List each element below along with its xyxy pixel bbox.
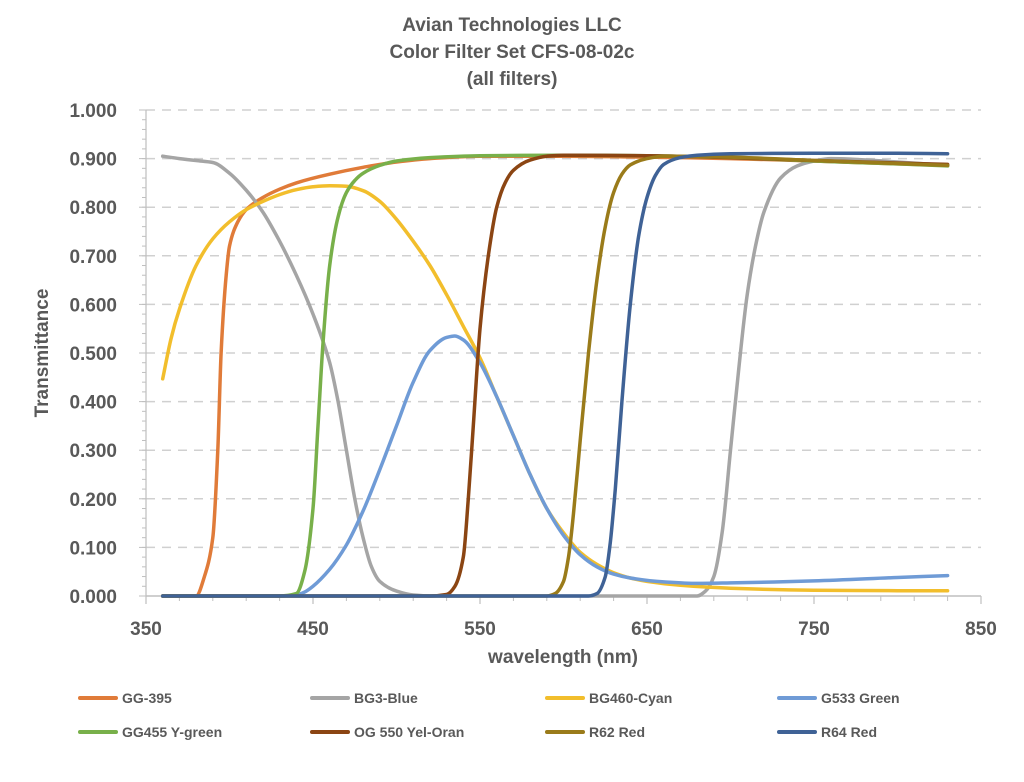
y-tick-label: 1.000: [69, 101, 117, 122]
legend-label: GG455 Y-green: [122, 724, 223, 740]
legend-swatch: [78, 696, 118, 700]
legend-swatch: [78, 730, 118, 734]
y-tick-label: 0.500: [69, 344, 117, 365]
legend-label: GG-395: [122, 690, 172, 706]
legend-label: BG460-Cyan: [589, 690, 673, 706]
x-tick-label: 750: [798, 619, 830, 640]
series-line-r62-red[interactable]: [160, 154, 950, 598]
y-tick-label: 0.600: [69, 295, 117, 316]
series-line-bg3-blue[interactable]: [160, 154, 950, 598]
series-line-og-550-yel-oran[interactable]: [160, 153, 950, 598]
legend-item-r64-red[interactable]: R64 Red: [777, 724, 877, 740]
y-axis-label: Transmittance: [32, 289, 53, 418]
legend-item-og550-yel-oran[interactable]: OG 550 Yel-Oran: [310, 724, 464, 740]
legend-swatch: [545, 730, 585, 734]
y-tick-label: 0.700: [69, 247, 117, 268]
y-tick-label: 0.000: [69, 587, 117, 608]
x-tick-label: 650: [631, 619, 663, 640]
legend-item-g533-green[interactable]: G533 Green: [777, 690, 900, 706]
gridlines: [146, 109, 981, 549]
legend-swatch: [777, 696, 817, 700]
y-tick-label: 0.200: [69, 490, 117, 511]
y-tick-label: 0.400: [69, 393, 117, 414]
x-tick-label: 350: [130, 619, 162, 640]
y-tick-label: 0.100: [69, 538, 117, 559]
y-tick-label: 0.800: [69, 198, 117, 219]
legend-swatch: [310, 696, 350, 700]
series-line-gg455-y-green[interactable]: [160, 153, 950, 598]
series-lines: [160, 151, 950, 598]
series-line-r64-red[interactable]: [160, 151, 950, 598]
legend-item-gg455-y-green[interactable]: GG455 Y-green: [78, 724, 222, 740]
legend-label: OG 550 Yel-Oran: [354, 724, 465, 740]
chart-title-line-2: Color Filter Set CFS-08-02c: [389, 42, 635, 63]
legend-swatch: [310, 730, 350, 734]
x-tick-label: 550: [464, 619, 496, 640]
legend-label: R62 Red: [589, 724, 646, 740]
legend-item-bg3-blue[interactable]: BG3-Blue: [310, 690, 418, 706]
x-tick-label: 850: [965, 619, 997, 640]
chart-title-line-1: Avian Technologies LLC: [402, 15, 622, 36]
legend-swatch: [777, 730, 817, 734]
y-tick-label: 0.300: [69, 441, 117, 462]
chart-title: Avian Technologies LLC Color Filter Set …: [0, 12, 1024, 93]
x-axis-label: wavelength (nm): [487, 647, 638, 668]
series-line-g533-green[interactable]: [160, 334, 950, 598]
y-tick-label: 0.900: [69, 150, 117, 171]
series-line-gg-395[interactable]: [160, 154, 950, 598]
chart-title-line-3: (all filters): [466, 69, 558, 90]
legend-item-gg395[interactable]: GG-395: [78, 690, 172, 706]
legend-label: G533 Green: [821, 690, 900, 706]
legend-swatch: [545, 696, 585, 700]
legend-label: R64 Red: [821, 724, 878, 740]
legend-item-r62-red[interactable]: R62 Red: [545, 724, 645, 740]
x-tick-label: 450: [297, 619, 329, 640]
legend-item-bg460-cyan[interactable]: BG460-Cyan: [545, 690, 672, 706]
legend-label: BG3-Blue: [354, 690, 418, 706]
